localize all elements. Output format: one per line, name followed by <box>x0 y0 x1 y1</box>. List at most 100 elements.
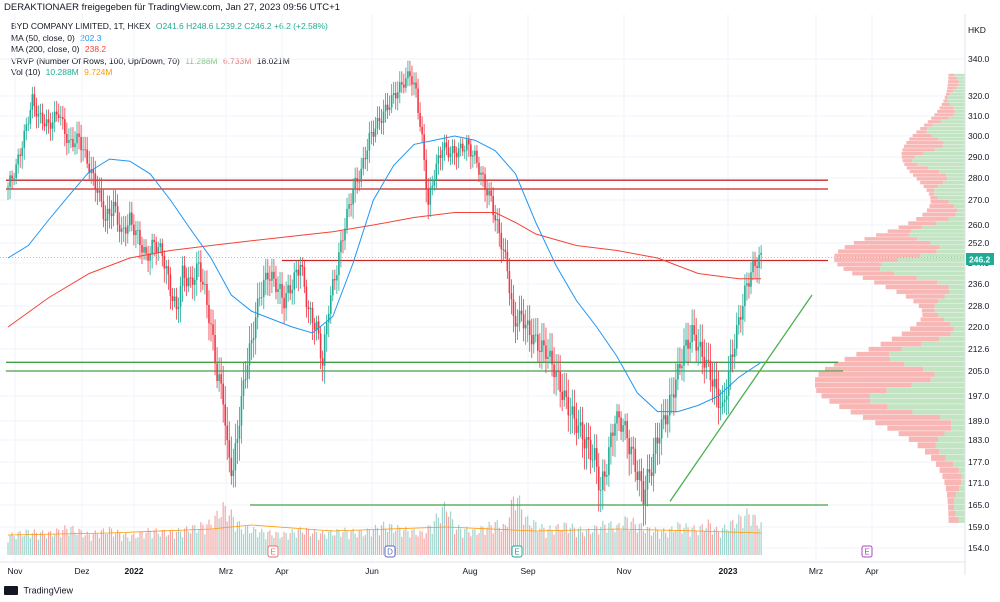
profile-row-down <box>942 473 962 479</box>
legend-symbol-row[interactable]: BYD COMPANY LIMITED, 1T, HKEX O241.6 H24… <box>11 21 328 33</box>
volume-bar <box>224 505 226 555</box>
profile-row-up <box>911 159 965 163</box>
y-tick-label: 310.0 <box>968 111 990 121</box>
y-tick-label: 340.0 <box>968 54 990 64</box>
profile-row-down <box>816 388 887 393</box>
volume-bar <box>466 526 468 555</box>
profile-row-down <box>901 151 924 156</box>
profile-row-up <box>946 173 965 177</box>
candle-body <box>587 437 590 440</box>
volume-bar <box>123 534 125 555</box>
volume-bar <box>721 528 724 555</box>
candle-body <box>638 471 641 480</box>
volume-bar <box>523 524 525 555</box>
candle-body <box>234 443 237 471</box>
volume-bar <box>516 497 519 555</box>
candle-body <box>411 76 413 85</box>
volume-bar <box>362 536 364 555</box>
volume-bar <box>608 522 610 555</box>
candle-body <box>530 334 533 345</box>
profile-row-down <box>944 479 962 486</box>
candle-body <box>33 94 36 106</box>
candle-body <box>293 272 296 290</box>
candle-body <box>723 399 726 403</box>
legend-vol-row[interactable]: Vol (10) 10.288M 9.724M <box>11 67 328 79</box>
volume-bar <box>72 525 74 555</box>
candle-body <box>173 296 176 302</box>
profile-row-down <box>874 280 938 285</box>
candle-body <box>37 113 40 117</box>
profile-row-down <box>868 346 902 352</box>
volume-bar <box>226 521 228 555</box>
candle-body <box>439 155 442 158</box>
candle-body <box>673 394 675 398</box>
candle-body <box>437 155 440 164</box>
candle-body <box>465 139 468 151</box>
volume-bar <box>437 517 439 555</box>
candle-body <box>713 378 716 387</box>
candle-body <box>262 279 265 297</box>
volume-bar <box>259 532 261 555</box>
volume-bar <box>198 528 200 555</box>
candle-body <box>254 317 257 339</box>
profile-row-up <box>926 130 965 134</box>
candle-body <box>39 112 42 114</box>
x-axis[interactable]: Nov Dez 2022 Mrz Apr Jun Aug Sep Nov 2023 Mrz Apr <box>7 566 878 576</box>
candle-body <box>360 168 363 182</box>
volume-bar <box>348 539 350 555</box>
profile-row-up <box>944 431 965 437</box>
volume-bar <box>135 538 137 555</box>
profile-row-up <box>914 155 965 159</box>
candle-body <box>90 169 93 174</box>
candle-body <box>364 158 367 160</box>
volume-bar <box>88 534 90 555</box>
profile-row-up <box>887 404 965 410</box>
volume-bar <box>549 525 551 555</box>
candle-body <box>388 107 391 110</box>
profile-row-up <box>928 166 965 170</box>
profile-row-down <box>929 204 954 208</box>
price-chart[interactable]: 340.0 320.0 310.0 300.0 290.0 280.0 270.0 260.0… <box>0 14 1000 584</box>
candle-body <box>417 88 419 113</box>
candle-body <box>228 440 231 458</box>
y-tick-label: 300.0 <box>968 131 990 141</box>
volume-bar <box>677 522 679 555</box>
volume-bar <box>498 527 500 555</box>
candle-body <box>45 119 48 127</box>
candle-body <box>315 321 318 330</box>
candle-body <box>244 378 247 381</box>
candle-body <box>82 149 84 151</box>
candle-body <box>362 158 365 169</box>
candle-body <box>141 245 143 253</box>
volume-bar <box>263 532 265 555</box>
profile-row-down <box>948 504 955 511</box>
candle-body <box>693 325 695 335</box>
profile-row-down <box>815 382 912 388</box>
legend-ma200-label: MA (200, close, 0) <box>11 44 80 55</box>
candle-body <box>614 423 616 436</box>
volume-bar <box>730 521 732 555</box>
legend-ma200-row[interactable]: MA (200, close, 0) 238.2 <box>11 44 328 56</box>
candle-body <box>299 264 302 276</box>
profile-row-up <box>947 96 965 100</box>
volume-bar <box>669 528 671 555</box>
volume-bar <box>551 529 553 555</box>
candle-body <box>342 240 344 242</box>
x-tick-label: Nov <box>7 566 23 576</box>
candle-body <box>370 131 373 133</box>
candle-body <box>17 154 19 165</box>
volume-bar <box>624 516 626 555</box>
candle-body <box>55 111 58 115</box>
y-tick-label: 270.0 <box>968 195 990 205</box>
volume-bar <box>545 537 547 555</box>
profile-row-up <box>953 326 965 332</box>
volume-bar <box>738 514 740 555</box>
candle-body <box>155 242 157 253</box>
candle-body <box>84 149 86 151</box>
legend-ma50-row[interactable]: MA (50, close, 0) 202.3 <box>11 33 328 45</box>
y-axis[interactable]: 340.0 320.0 310.0 300.0 290.0 280.0 270.0 260.0… <box>968 54 990 553</box>
candle-body <box>31 94 34 110</box>
candle-body <box>9 175 11 187</box>
legend-vrvp-row[interactable]: VRVP (Number Of Rows, 100, Up/Down, 70) … <box>11 56 328 68</box>
volume-bar <box>709 523 711 555</box>
